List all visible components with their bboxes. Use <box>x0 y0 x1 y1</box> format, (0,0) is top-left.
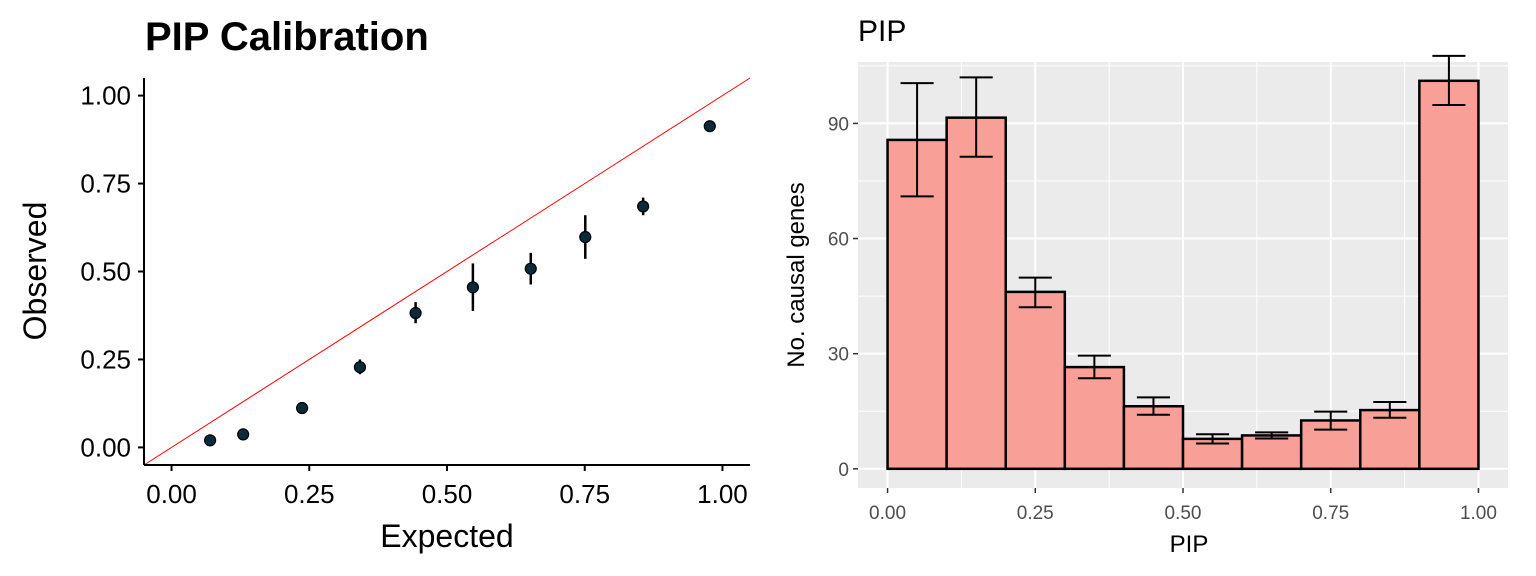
calibration-x-label: Expected <box>380 518 513 554</box>
histogram-bar <box>1240 434 1303 471</box>
x-tick-label: 0.25 <box>1017 503 1054 524</box>
x-tick-label: 0.00 <box>869 503 906 524</box>
histogram-bar <box>1063 365 1126 471</box>
y-tick-label: 0.25 <box>80 344 131 374</box>
x-tick-label: 0.25 <box>284 479 335 509</box>
x-tick-label: 1.00 <box>1460 503 1497 524</box>
calibration-point <box>579 230 592 244</box>
calibration-title: PIP Calibration <box>145 15 429 59</box>
calibration-point <box>353 361 367 374</box>
reference-line-layer <box>143 77 751 466</box>
y-tick-label: 60 <box>828 230 849 251</box>
histogram-y-ticks: 0 30 60 90 <box>828 114 858 481</box>
histogram-bar <box>1418 79 1480 471</box>
y-tick-label: 0.75 <box>80 169 131 199</box>
calibration-point <box>466 281 479 294</box>
histogram-bar <box>945 116 1007 471</box>
x-tick-label: 0.50 <box>422 479 473 509</box>
calibration-point <box>637 200 650 213</box>
calibration-point <box>296 401 309 415</box>
y-tick-label: 30 <box>828 345 849 366</box>
calibration-panel: PIP Calibration 0.00 0.25 0.50 0.75 1.00 0.0… <box>17 15 751 554</box>
pip-histogram-panel: PIP 0.00 0.25 0.50 0.75 1.00 0 30 60 90 PIP No.… <box>783 15 1508 558</box>
x-tick-label: 0.50 <box>1165 503 1202 524</box>
x-tick-label: 0.75 <box>1312 503 1349 524</box>
histogram-x-ticks: 0.00 0.25 0.50 0.75 1.00 <box>869 488 1497 524</box>
y-tick-label: 0.00 <box>80 432 131 462</box>
x-tick-label: 1.00 <box>697 479 748 509</box>
y-tick-label: 0.50 <box>80 257 131 287</box>
calibration-y-ticks: 0.00 0.25 0.50 0.75 1.00 <box>80 81 144 462</box>
histogram-bar <box>1359 408 1421 471</box>
reference-line <box>143 77 751 466</box>
x-tick-label: 0.00 <box>146 479 197 509</box>
histogram-bars <box>886 79 1480 471</box>
histogram-y-label: No. causal genes <box>783 182 810 367</box>
calibration-x-ticks: 0.00 0.25 0.50 0.75 1.00 <box>146 465 748 509</box>
x-tick-label: 0.75 <box>559 479 610 509</box>
calibration-point <box>237 428 250 441</box>
calibration-point <box>703 120 716 133</box>
calibration-point <box>524 262 537 275</box>
y-tick-label: 0 <box>838 460 849 481</box>
histogram-bar <box>1004 290 1067 471</box>
calibration-point <box>204 434 217 447</box>
histogram-x-label: PIP <box>1170 531 1209 558</box>
y-tick-label: 90 <box>828 114 849 135</box>
histogram-errorbars <box>900 54 1466 445</box>
histogram-title: PIP <box>858 15 906 48</box>
y-tick-label: 1.00 <box>80 81 131 111</box>
calibration-point <box>409 306 422 320</box>
calibration-points <box>204 120 716 447</box>
calibration-y-label: Observed <box>17 202 53 341</box>
calibration-errorbars <box>208 123 712 443</box>
